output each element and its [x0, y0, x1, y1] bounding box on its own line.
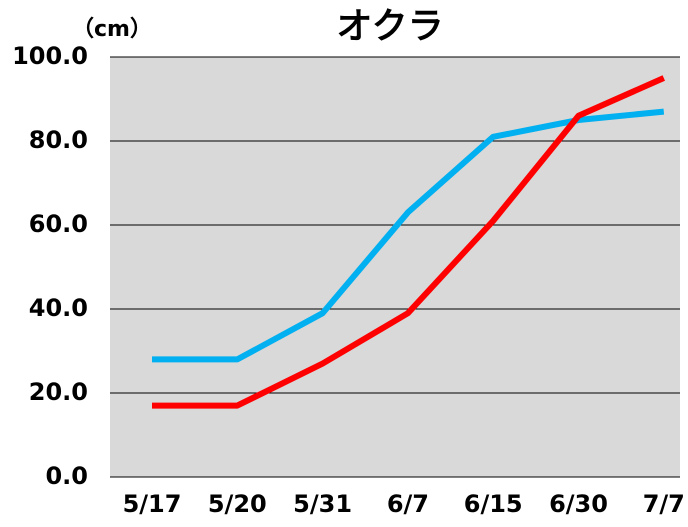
data-line — [152, 75, 666, 409]
x-tick-label: 6/7 — [387, 490, 429, 518]
y-tick-label: 100.0 — [12, 42, 88, 70]
x-tick-label: 5/17 — [123, 490, 182, 518]
y-tick-label: 20.0 — [29, 378, 88, 406]
x-tick-label: 5/20 — [208, 490, 267, 518]
y-tick-label: 0.0 — [45, 462, 88, 490]
x-tick-label: 7/7 — [643, 490, 685, 518]
y-tick-label: 80.0 — [29, 126, 88, 154]
x-tick-label: 6/15 — [464, 490, 523, 518]
y-tick-label: 40.0 — [29, 294, 88, 322]
x-tick-label: 6/30 — [549, 490, 608, 518]
y-tick-label: 60.0 — [29, 210, 88, 238]
chart-title: オクラ — [336, 6, 443, 47]
y-axis-label: （cm） — [72, 17, 152, 42]
x-tick-label: 5/31 — [293, 490, 352, 518]
